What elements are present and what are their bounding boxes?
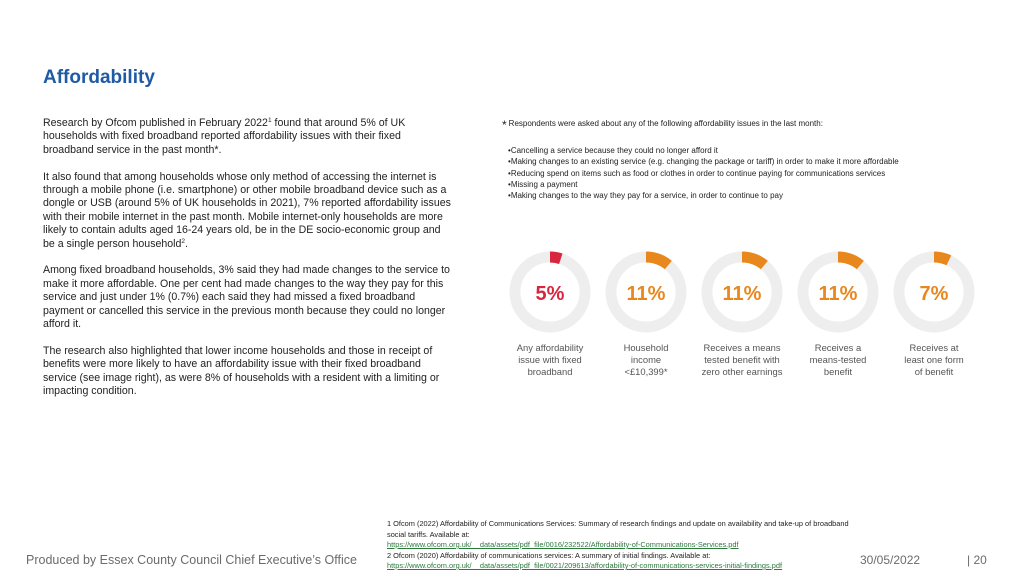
stat-label-line: Any affordability — [516, 342, 584, 353]
stat-label-line: Receives a — [814, 342, 862, 353]
issue-item: Making changes to the way they pay for a… — [508, 190, 1002, 201]
stat-ring-arc — [893, 251, 975, 333]
issue-item: Missing a payment — [508, 179, 1002, 190]
footnote-ref-1: 1 — [267, 117, 272, 124]
body-text: Research by Ofcom published in February … — [43, 117, 453, 412]
footnotes: 1 Ofcom (2022) Affordability of Communic… — [387, 519, 857, 572]
stat-value: 11% — [722, 283, 762, 305]
stat-value: 7% — [919, 283, 949, 305]
stat-value: 11% — [818, 283, 858, 305]
stat-label-line: Receives at — [909, 342, 959, 353]
stat-label-line: issue with fixed — [518, 354, 582, 365]
paragraph-4: The research also highlighted that lower… — [43, 344, 440, 398]
issue-item: Making changes to an existing service (e… — [508, 156, 1002, 167]
page-number: | 20 — [967, 553, 987, 567]
note-intro-text: Respondents were asked about any of the … — [508, 119, 823, 128]
stat-2: 11% Receives a means tested benefit with ze… — [694, 245, 790, 385]
page-title: Affordability — [43, 67, 155, 88]
paragraph-1-text-b: found that around 5% of UK households wi… — [43, 117, 406, 156]
stat-label: Any affordability issue with fixed broadba… — [502, 342, 598, 378]
stat-label-line: of benefit — [914, 366, 954, 377]
stat-label-line: <£10,399* — [624, 366, 668, 377]
stat-ring-arc — [797, 251, 879, 333]
stat-label-line: means-tested — [809, 354, 867, 365]
issue-item: Cancelling a service because they could … — [508, 145, 1002, 156]
paragraph-3: Among fixed broadband households, 3% sai… — [43, 264, 450, 331]
stat-ring — [797, 251, 879, 333]
affordability-stats: 5% Any affordability issue with fixed broad… — [502, 245, 982, 385]
stat-ring-arc — [701, 251, 783, 333]
stat-label: Receives a means tested benefit with zero … — [694, 342, 790, 378]
footnote-ref-2: 2 — [181, 237, 186, 245]
stat-label-line: Receives a means — [703, 342, 781, 353]
issue-list: Cancelling a service because they could … — [508, 145, 1002, 201]
stat-0: 5% Any affordability issue with fixed broad… — [502, 245, 598, 385]
footer-producer: Produced by Essex County Council Chief E… — [26, 553, 357, 567]
respondents-note: * Respondents were asked about any of the… — [502, 118, 1002, 201]
footnote-2: 2 Ofcom (2020) Affordability of communic… — [387, 550, 711, 560]
footnote-1-link[interactable]: https://www.ofcom.org.uk/__data/assets/p… — [387, 540, 739, 549]
paragraph-2: It also found that among households whos… — [43, 171, 453, 251]
stat-label-line: broadband — [527, 366, 573, 377]
stat-label: Household income <£10,399* — [598, 342, 694, 378]
paragraph-2-text-a: It also found that among households whos… — [43, 170, 451, 250]
stat-3: 11% Receives a means-tested benefit — [790, 245, 886, 385]
paragraph-1: Research by Ofcom published in February … — [43, 117, 453, 157]
note-intro: * Respondents were asked about any of the… — [502, 118, 1002, 131]
footnote-2-link[interactable]: https://www.ofcom.org.uk/__data/assets/p… — [387, 561, 783, 570]
stat-ring-arc — [509, 251, 591, 333]
issue-item: Reducing spend on items such as food or … — [508, 168, 1002, 179]
paragraph-2-text-b: . — [185, 237, 188, 250]
stat-ring — [893, 251, 975, 333]
stat-ring — [701, 251, 783, 333]
stat-ring-arc — [605, 251, 687, 333]
stat-label-line: zero other earnings — [701, 366, 783, 377]
stat-4: 7% Receives at least one form of benefit — [886, 245, 982, 385]
footnote-1: 1 Ofcom (2022) Affordability of Communic… — [387, 519, 849, 539]
footer-date: 30/05/2022 — [860, 553, 921, 567]
stat-label-line: Household — [623, 342, 669, 353]
stat-label-line: least one form — [904, 354, 964, 365]
stat-label: Receives at least one form of benefit — [886, 342, 982, 378]
stat-label-line: benefit — [823, 366, 853, 377]
stat-ring — [509, 251, 591, 333]
paragraph-1-text-a: Research by Ofcom published in February … — [43, 117, 268, 129]
stat-ring — [605, 251, 687, 333]
stat-1: 11% Household income <£10,399* — [598, 245, 694, 385]
asterisk: * — [502, 118, 507, 132]
stat-label-line: income — [630, 354, 662, 365]
stat-value: 11% — [626, 283, 666, 305]
stat-label-line: tested benefit with — [704, 354, 780, 365]
stat-label: Receives a means-tested benefit — [790, 342, 886, 378]
stat-value: 5% — [535, 283, 565, 305]
